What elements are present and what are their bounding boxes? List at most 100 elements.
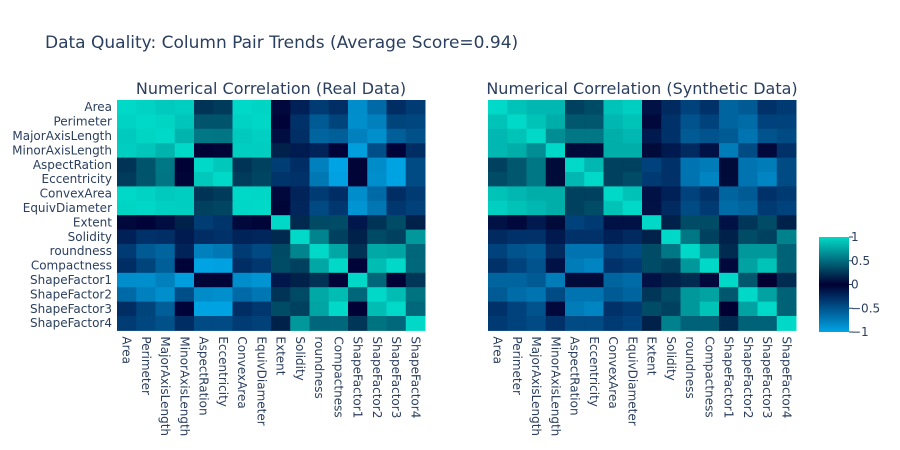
heatmap-cell: [232, 215, 253, 231]
heatmap-cell: [290, 186, 310, 202]
heatmap-cell: [309, 172, 330, 187]
heatmap-cell: [565, 200, 585, 216]
heatmap-cell: [507, 301, 527, 317]
heatmap-cell: [603, 215, 624, 231]
heatmap-cell: [488, 229, 508, 245]
heatmap-cell: [194, 172, 214, 187]
heatmap-cell: [405, 244, 426, 259]
heatmap-cell: [405, 258, 426, 274]
heatmap-cell: [136, 186, 156, 202]
heatmap-cell: [738, 157, 758, 173]
heatmap-cell: [545, 215, 566, 231]
heatmap-cell: [719, 143, 739, 159]
heatmap-cell: [488, 186, 508, 202]
heatmap-cell: [386, 157, 407, 173]
heatmap-cell: [155, 100, 176, 115]
heatmap-cell: [584, 200, 604, 216]
y-tick-label: Compactness: [31, 259, 112, 273]
heatmap-cell: [405, 272, 426, 288]
colorbar-gradient: [819, 237, 849, 332]
heatmap-cell: [526, 100, 547, 115]
heatmap-cell: [405, 157, 426, 173]
heatmap-cell: [680, 128, 701, 144]
heatmap-cell: [642, 301, 662, 317]
heatmap-cell: [367, 114, 387, 130]
heatmap-cell: [117, 200, 137, 216]
y-tick-label: ConvexArea: [40, 187, 112, 201]
heatmap-cell: [622, 258, 643, 274]
heatmap-cell: [603, 200, 624, 216]
heatmap-cell: [719, 200, 739, 216]
heatmap-cell: [155, 128, 176, 144]
heatmap-cell: [136, 128, 156, 144]
colorbar-tick-label: −0.5: [851, 301, 880, 315]
heatmap-cell: [661, 301, 681, 317]
heatmap-cell: [622, 272, 643, 288]
heatmap-cell: [526, 143, 547, 159]
heatmap-cell: [545, 244, 566, 259]
heatmap-cell: [776, 114, 797, 130]
heatmap-cell: [776, 287, 797, 303]
heatmap-cell: [488, 100, 508, 115]
heatmap-cell: [488, 316, 508, 331]
heatmap-cell: [117, 316, 137, 331]
heatmap-cell: [348, 100, 368, 115]
x-tick-label: MinorAxisLength: [177, 336, 191, 436]
heatmap-cell: [117, 128, 137, 144]
heatmap-cell: [117, 258, 137, 274]
heatmap-cell: [213, 258, 233, 274]
x-tick-label: EquivDiameter: [625, 336, 639, 425]
heatmap-cell: [565, 258, 585, 274]
heatmap-cell: [680, 244, 701, 259]
heatmap-cell: [565, 287, 585, 303]
heatmap-cell: [488, 157, 508, 173]
heatmap-cell: [174, 186, 195, 202]
heatmap-cell: [155, 114, 176, 130]
heatmap-cell: [642, 172, 662, 187]
heatmap-cell: [174, 316, 195, 331]
heatmap-cell: [757, 287, 778, 303]
heatmap-cell: [251, 157, 272, 173]
heatmap-cell: [622, 316, 643, 331]
heatmap-cell: [738, 272, 758, 288]
heatmap-cell: [117, 215, 137, 231]
heatmap-cell: [117, 100, 137, 115]
heatmap-cell: [565, 100, 585, 115]
y-tick-label: ShapeFactor1: [30, 273, 112, 287]
heatmap-cell: [507, 172, 527, 187]
heatmap-cell: [526, 215, 547, 231]
heatmap-cell: [367, 157, 387, 173]
heatmap-cell: [405, 186, 426, 202]
heatmap-cell: [213, 186, 233, 202]
heatmap-cell: [757, 157, 778, 173]
heatmap-cell: [271, 100, 291, 115]
heatmap-cell: [386, 229, 407, 245]
x-tick-label: Area: [120, 336, 134, 364]
heatmap-cell: [526, 186, 547, 202]
heatmap-cell: [757, 186, 778, 202]
heatmap-cell: [328, 186, 349, 202]
heatmap-cell: [328, 272, 349, 288]
heatmap-cell: [642, 186, 662, 202]
heatmap-cell: [603, 114, 624, 130]
heatmap-cell: [680, 215, 701, 231]
heatmap-cell: [488, 272, 508, 288]
heatmap-cell: [642, 114, 662, 130]
heatmap-cell: [194, 258, 214, 274]
heatmap-cell: [174, 143, 195, 159]
heatmap-cell: [699, 244, 720, 259]
heatmap-cell: [622, 114, 643, 130]
x-tick-label: AspectRation: [197, 336, 211, 415]
heatmap-cell: [488, 200, 508, 216]
heatmap-cell: [348, 215, 368, 231]
heatmap-cell: [386, 301, 407, 317]
heatmap-cell: [155, 272, 176, 288]
heatmap-cell: [232, 244, 253, 259]
heatmap-cell: [271, 287, 291, 303]
heatmap-cell: [136, 157, 156, 173]
heatmap-cell: [680, 143, 701, 159]
heatmap-cell: [213, 272, 233, 288]
heatmap-cell: [271, 128, 291, 144]
heatmap-cell: [213, 229, 233, 245]
heatmap-cell: [719, 157, 739, 173]
